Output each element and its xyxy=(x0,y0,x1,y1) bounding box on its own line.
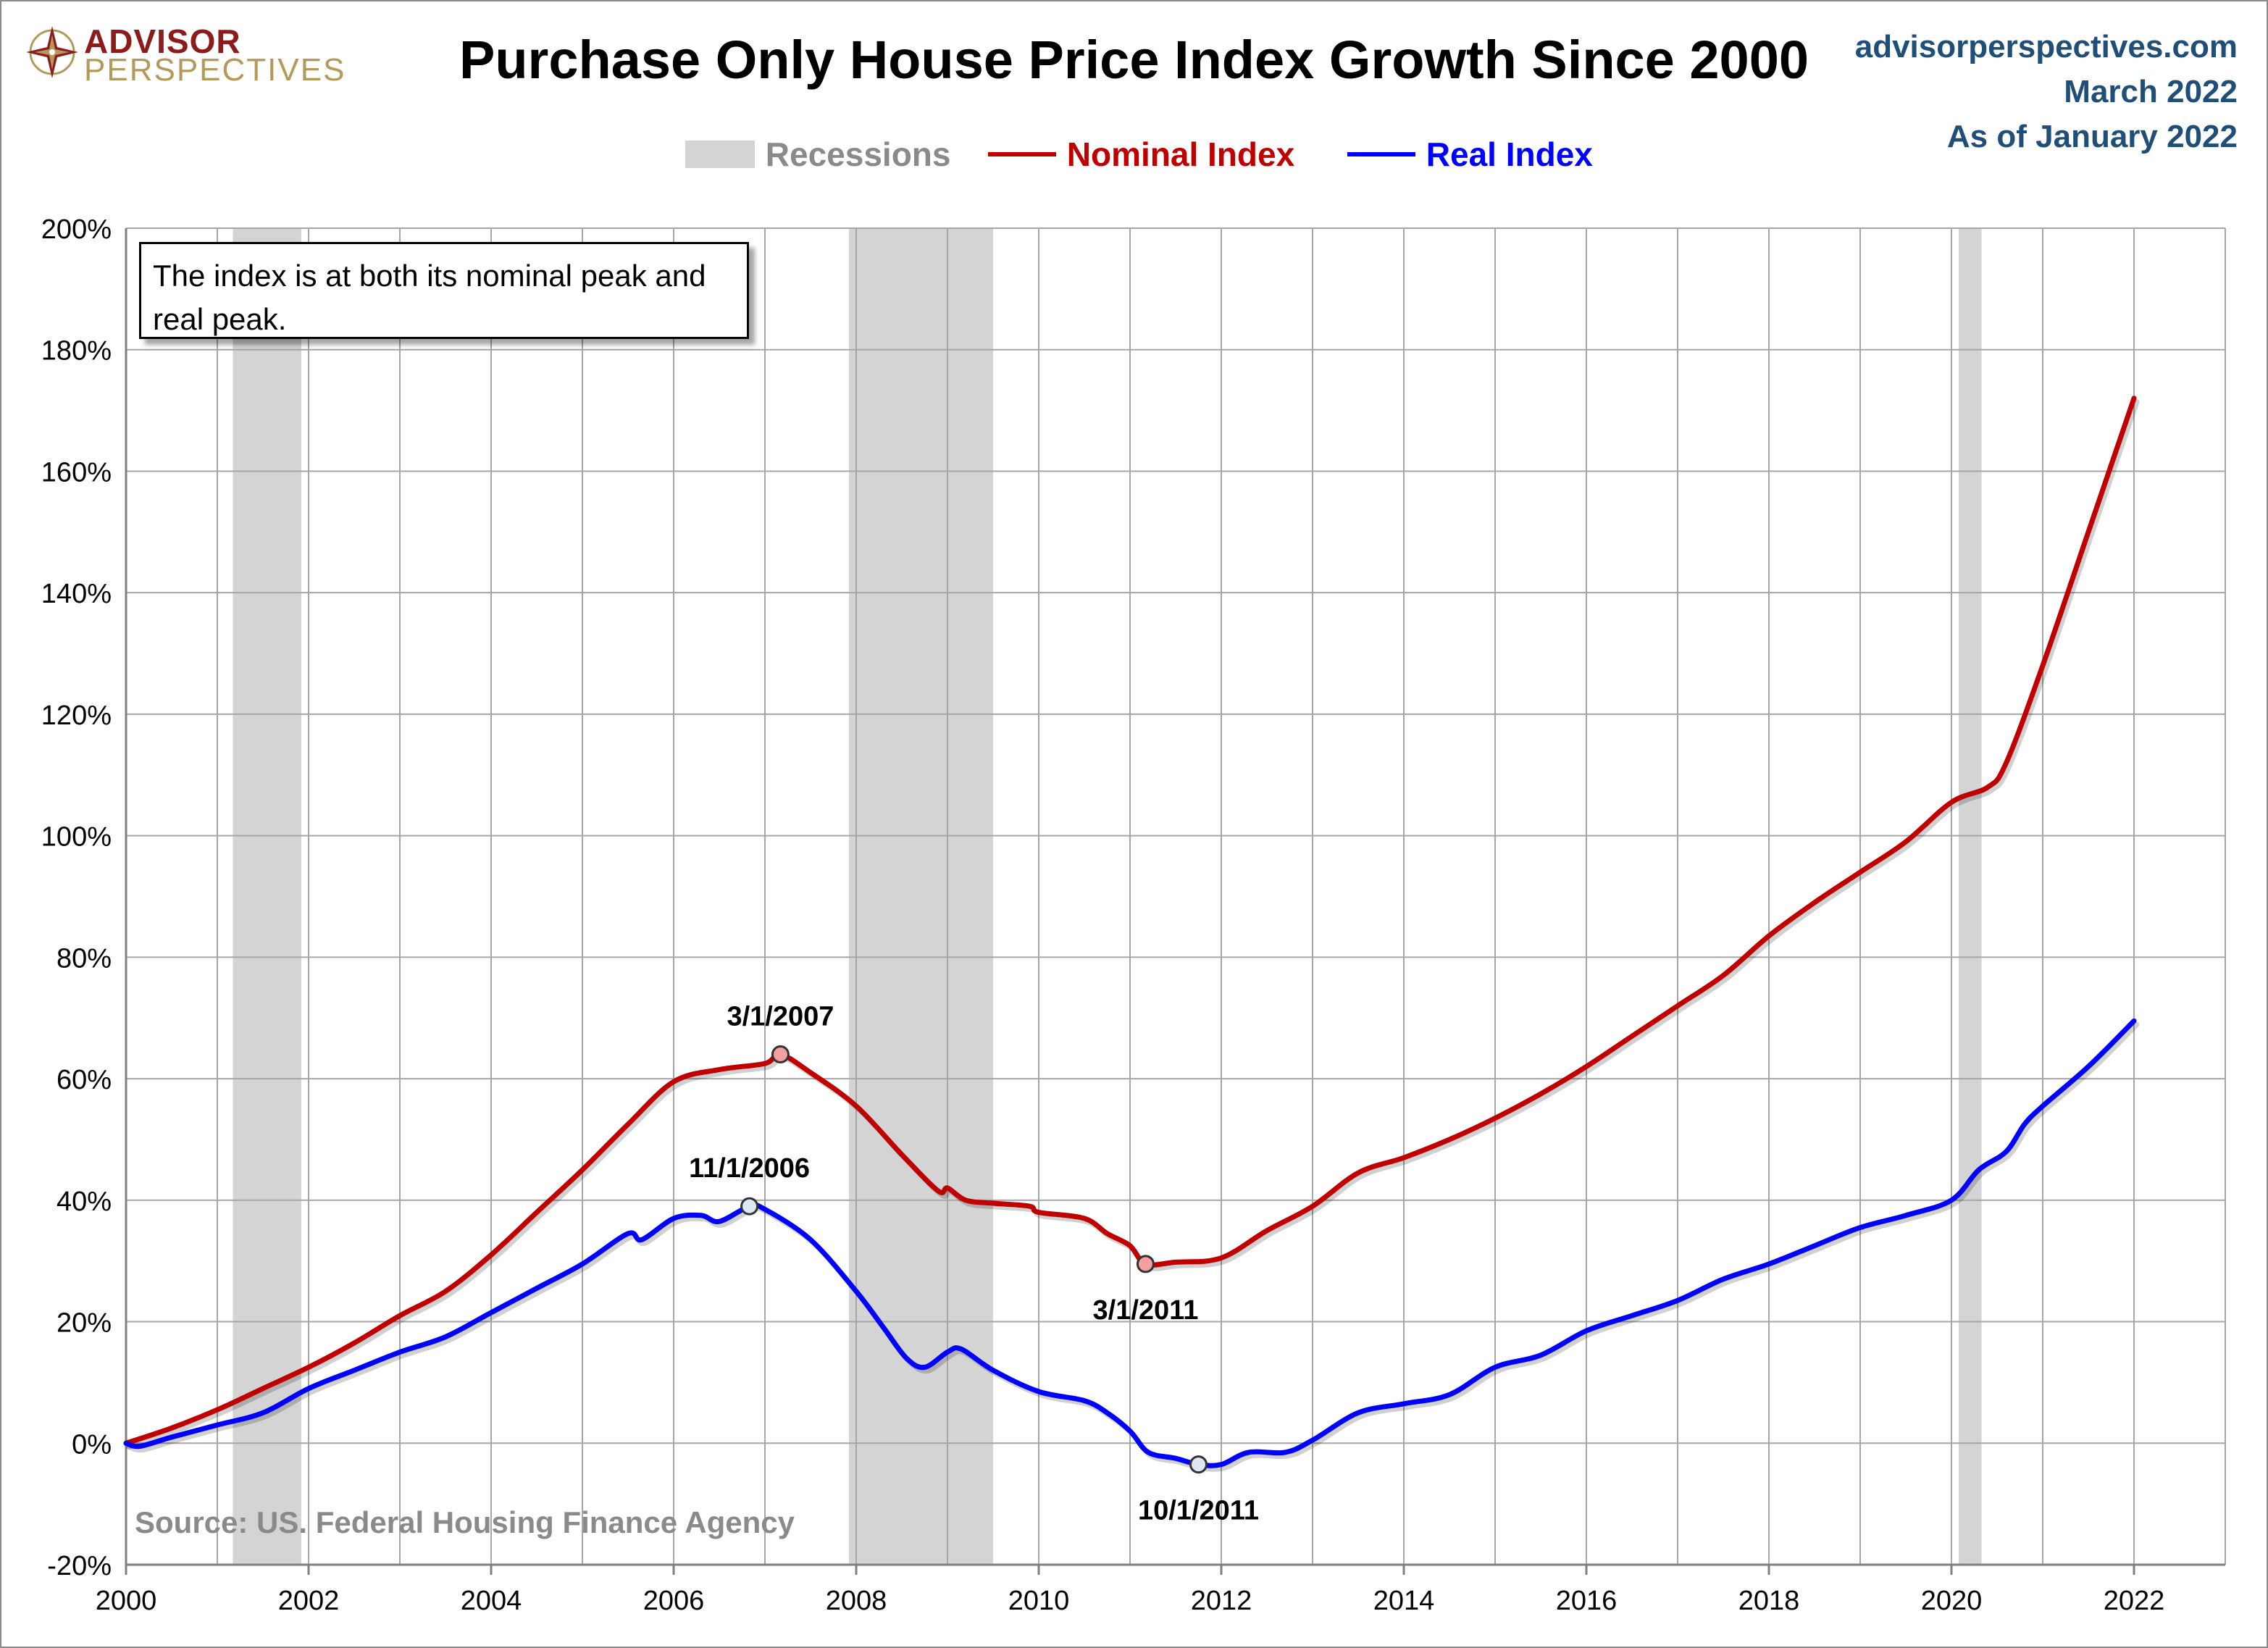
y-tick-label: -20% xyxy=(47,1551,112,1581)
annotation-label: 3/1/2007 xyxy=(727,1002,834,1032)
x-tick-label: 2014 xyxy=(1373,1586,1435,1616)
x-tick-label: 2022 xyxy=(2104,1586,2165,1616)
chart-title: Purchase Only House Price Index Growth S… xyxy=(459,30,1809,90)
as-of-date: As of January 2022 xyxy=(1946,119,2238,154)
recession-band-1 xyxy=(848,228,993,1565)
x-tick-label: 2000 xyxy=(96,1586,157,1616)
x-tick-label: 2018 xyxy=(1738,1586,1800,1616)
y-tick-label: 40% xyxy=(57,1187,112,1217)
plot-area xyxy=(126,228,2225,1565)
y-tick-label: 140% xyxy=(41,579,112,609)
x-tick-label: 2006 xyxy=(643,1586,705,1616)
site-url[interactable]: advisorperspectives.com xyxy=(1854,29,2238,64)
legend-label-recessions: Recessions xyxy=(765,135,951,173)
y-tick-label: 160% xyxy=(41,457,112,488)
x-tick-label: 2004 xyxy=(461,1586,522,1616)
y-tick-label: 200% xyxy=(41,214,112,245)
recession-band-2 xyxy=(1959,228,1982,1565)
y-tick-label: 100% xyxy=(41,822,112,853)
x-tick-label: 2020 xyxy=(1921,1586,1983,1616)
series-line-nominal-index xyxy=(123,396,2137,1446)
annotation-marker xyxy=(1189,1455,1208,1474)
y-tick-label: 60% xyxy=(57,1065,112,1095)
legend-line-nominal xyxy=(988,151,1056,156)
legend-label-nominal: Nominal Index xyxy=(1066,135,1295,173)
y-tick-label: 0% xyxy=(72,1429,112,1460)
publish-date: March 2022 xyxy=(2064,74,2238,109)
advisor-perspectives-logo: ADVISOR PERSPECTIVES xyxy=(25,19,344,91)
legend-item-recessions: Recessions xyxy=(685,132,950,174)
logo-text-advisor: ADVISOR xyxy=(84,22,241,60)
site-info: advisorperspectives.com March 2022 As of… xyxy=(1855,25,2238,159)
source-note: Source: US. Federal Housing Finance Agen… xyxy=(135,1505,795,1539)
annotation-marker xyxy=(1136,1255,1155,1273)
y-tick-label: 20% xyxy=(57,1308,112,1339)
annotation-label: 3/1/2011 xyxy=(1093,1295,1199,1326)
annotation-marker xyxy=(740,1197,759,1216)
annotation-label: 11/1/2006 xyxy=(689,1153,810,1184)
y-tick-label: 180% xyxy=(41,336,112,367)
peak-note: The index is at both its nominal peak an… xyxy=(139,242,749,339)
annotation-label: 10/1/2011 xyxy=(1138,1496,1259,1526)
series-line-real-index xyxy=(123,1018,2137,1468)
legend-item-nominal: Nominal Index xyxy=(988,132,1294,174)
legend-line-real xyxy=(1347,151,1415,156)
x-tick-label: 2012 xyxy=(1191,1586,1252,1616)
x-tick-label: 2008 xyxy=(826,1586,887,1616)
annotation-marker xyxy=(771,1045,790,1064)
recession-band-0 xyxy=(233,228,301,1565)
x-tick-label: 2010 xyxy=(1008,1586,1070,1616)
y-tick-label: 80% xyxy=(57,943,112,974)
x-tick-label: 2016 xyxy=(1556,1586,1618,1616)
logo-text-perspectives: PERSPECTIVES xyxy=(84,52,346,88)
legend-label-real: Real Index xyxy=(1426,135,1593,173)
legend-item-real: Real Index xyxy=(1347,132,1593,174)
compass-rose-icon xyxy=(26,26,78,78)
x-tick-label: 2002 xyxy=(278,1586,340,1616)
y-tick-label: 120% xyxy=(41,700,112,731)
legend-swatch-recessions xyxy=(685,140,755,168)
